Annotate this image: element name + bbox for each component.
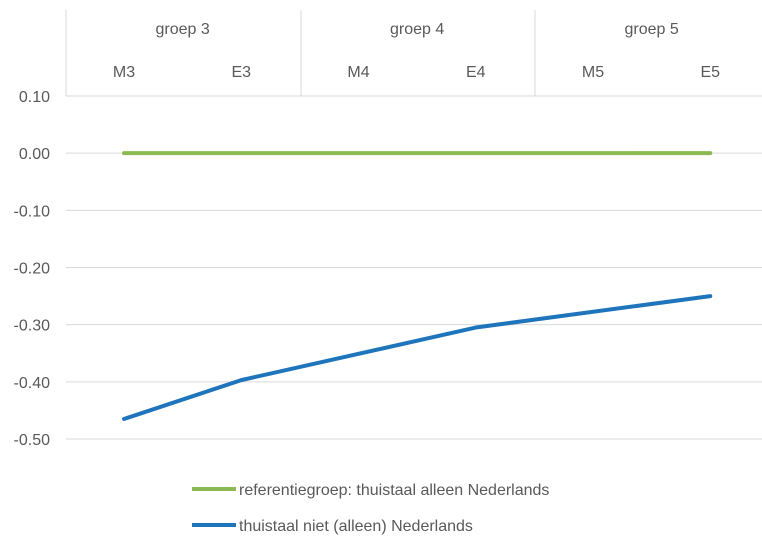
legend-label-0: referentiegroep: thuistaal alleen Nederl…	[239, 482, 549, 499]
y-axis: 0.10 0.00 -0.10 -0.20 -0.30 -0.40 -0.50	[14, 89, 51, 449]
group-label-0: groep 3	[155, 21, 209, 38]
y-tick-label-5: -0.40	[14, 375, 51, 392]
x-tick-label-m5: M5	[582, 64, 604, 81]
x-tick-label-e3: E3	[231, 64, 251, 81]
y-tick-label-0: 0.10	[19, 89, 50, 106]
x-tick-label-m4: M4	[347, 64, 369, 81]
y-tick-label-3: -0.20	[14, 261, 51, 278]
series-lines	[122, 151, 713, 421]
legend: referentiegroep: thuistaal alleen Nederl…	[192, 482, 549, 535]
y-tick-label-4: -0.30	[14, 318, 51, 335]
y-tick-label-1: 0.00	[19, 146, 50, 163]
group-label-1: groep 4	[390, 21, 444, 38]
grid-lines	[66, 95, 762, 440]
x-tick-label-e4: E4	[466, 64, 486, 81]
series-line-1	[122, 294, 713, 421]
y-tick-label-2: -0.10	[14, 203, 51, 220]
y-tick-label-6: -0.50	[14, 432, 51, 449]
x-tick-label-m3: M3	[113, 64, 135, 81]
legend-label-1: thuistaal niet (alleen) Nederlands	[239, 518, 473, 535]
x-tick-label-e5: E5	[700, 64, 720, 81]
group-label-2: groep 5	[624, 21, 678, 38]
category-header: groep 3 groep 4 groep 5 M3 E3 M4 E4 M5 E5	[65, 10, 720, 96]
